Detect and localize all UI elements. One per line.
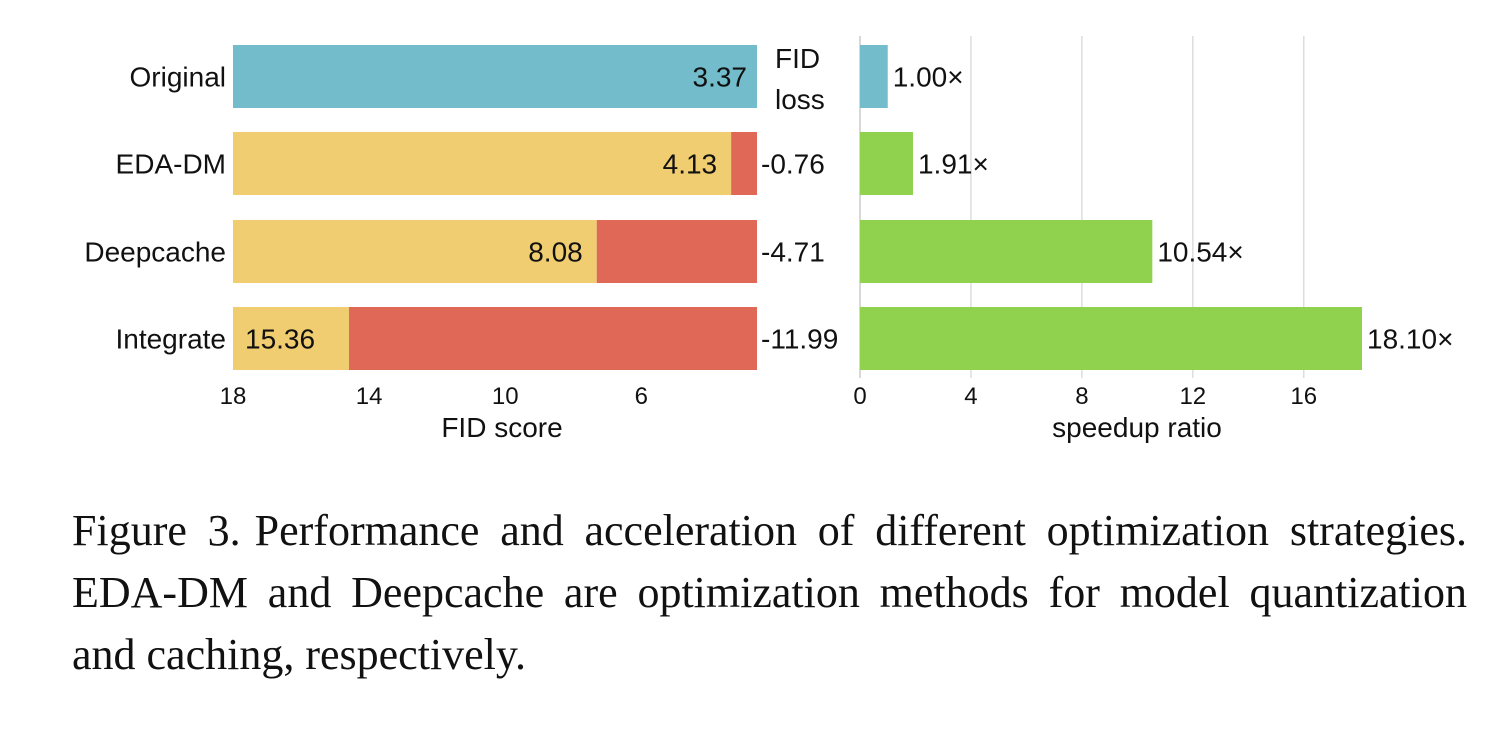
speedup-bar [860,220,1153,283]
speedup-ratio-chart: 0 4 8 12 16 1.00× 1.91× 10.54× 18.10× [853,36,1453,410]
category-label: Original [130,62,226,93]
fid-loss-label: -0.76 [761,149,825,180]
caption-label: Figure 3. [72,506,241,555]
speedup-x-tick-label: 16 [1290,383,1317,410]
fid-x-tick-label: 6 [635,383,648,410]
speedup-x-tick-label: 4 [964,383,977,410]
fid-bar [233,132,732,195]
category-label: EDA-DM [116,149,226,180]
speedup-value-label: 1.91× [918,149,989,180]
fid-bar [233,220,597,283]
category-label: Integrate [115,324,226,355]
fid-value-label: 4.13 [663,149,718,180]
figure-chart: Original 3.37 EDA-DM 4.13 -0.76 Deepcache 8.08… [84,36,1453,443]
fid-bar [233,307,350,370]
fid-loss-label: -4.71 [761,237,825,268]
speedup-bar [860,307,1362,370]
fid-x-tick-label: 14 [356,383,383,410]
speedup-value-label: 18.10× [1367,324,1453,355]
speedup-x-tick-label: 12 [1179,383,1206,410]
fid-loss-bar [596,220,757,283]
category-label: Deepcache [84,237,226,268]
speedup-bar [860,45,888,108]
fid-score-axis-label: FID score [441,412,562,443]
fid-loss-header-line1: FID [775,43,820,74]
fid-x-tick-label: 18 [220,383,247,410]
fid-value-label: 3.37 [693,62,748,93]
fid-x-tick-label: 10 [492,383,519,410]
fid-loss-bar [731,132,757,195]
fid-loss-label: -11.99 [761,324,838,355]
fid-loss-bar [349,307,757,370]
speedup-x-tick-label: 8 [1075,383,1088,410]
caption-text: Performance and acceleration of differen… [72,506,1467,679]
fid-loss-header-line2: loss [775,84,825,115]
fid-value-label: 15.36 [245,324,315,355]
speedup-ratio-axis-label: speedup ratio [1052,412,1222,443]
speedup-x-tick-label: 0 [853,383,866,410]
fid-bar-original [233,45,757,108]
figure-caption: Figure 3. Performance and acceleration of… [72,500,1467,686]
speedup-value-label: 10.54× [1157,237,1243,268]
speedup-bar [860,132,913,195]
fid-value-label: 8.08 [528,237,583,268]
fid-score-chart: Original 3.37 EDA-DM 4.13 -0.76 Deepcache 8.08… [84,45,838,410]
speedup-value-label: 1.00× [893,62,964,93]
